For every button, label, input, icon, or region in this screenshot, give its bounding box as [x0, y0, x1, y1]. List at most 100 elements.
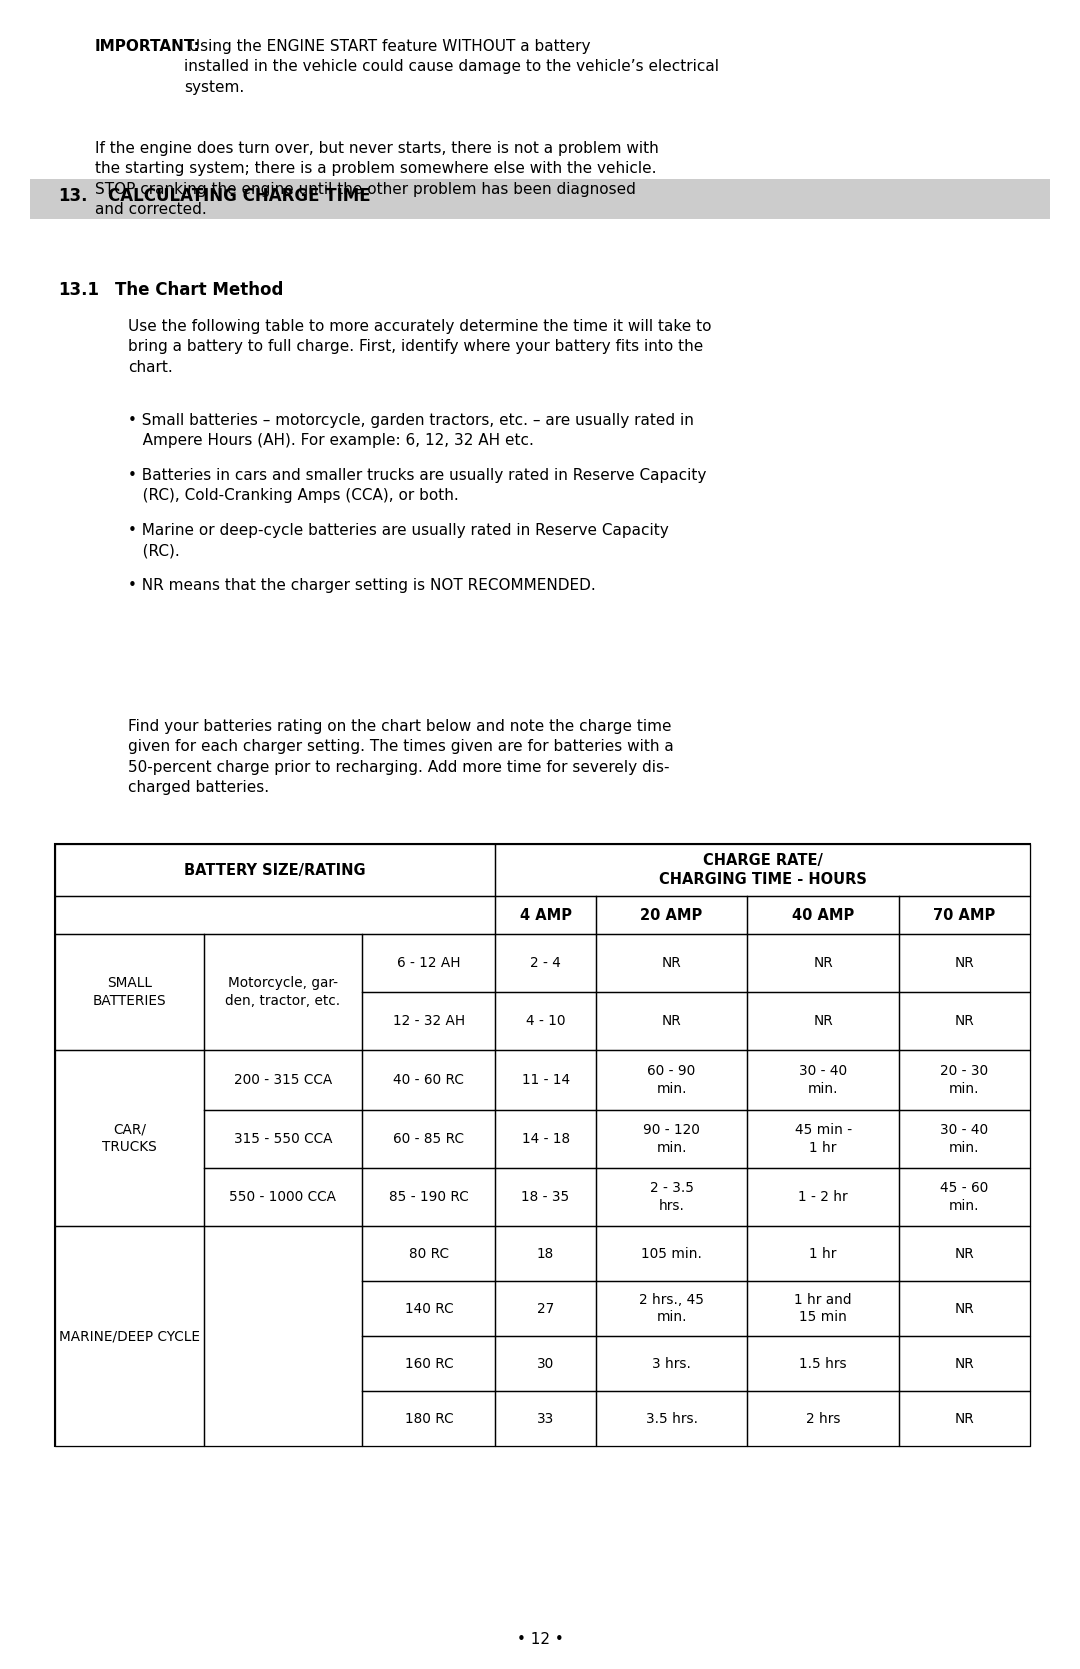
Text: • Batteries in cars and smaller trucks are usually rated in Reserve Capacity
   : • Batteries in cars and smaller trucks a…: [129, 467, 706, 504]
Bar: [55, 1050, 203, 1227]
Text: 1.5 hrs: 1.5 hrs: [799, 1357, 847, 1370]
Bar: [203, 1110, 362, 1168]
Text: 20 AMP: 20 AMP: [640, 908, 703, 923]
Bar: [203, 1050, 362, 1110]
Text: 27: 27: [537, 1302, 554, 1315]
Text: 85 - 190 RC: 85 - 190 RC: [389, 1190, 469, 1203]
Bar: [55, 845, 1030, 1445]
Text: 140 RC: 140 RC: [405, 1302, 454, 1315]
Text: NR: NR: [955, 1015, 974, 1028]
Text: 1 hr: 1 hr: [809, 1247, 837, 1260]
Text: 4 AMP: 4 AMP: [519, 908, 571, 923]
Text: IMPORTANT:: IMPORTANT:: [95, 38, 201, 53]
Bar: [596, 1168, 747, 1227]
Bar: [747, 1168, 899, 1227]
Text: 30 - 40
min.: 30 - 40 min.: [941, 1123, 988, 1155]
Bar: [362, 1282, 496, 1335]
Text: CHARGE RATE/
CHARGING TIME - HOURS: CHARGE RATE/ CHARGING TIME - HOURS: [659, 853, 866, 888]
Text: 4 - 10: 4 - 10: [526, 1015, 565, 1028]
Text: NR: NR: [955, 1412, 974, 1425]
Text: • NR means that the charger setting is NOT RECOMMENDED.: • NR means that the charger setting is N…: [129, 577, 596, 592]
Text: NR: NR: [813, 956, 833, 970]
Text: If the engine does turn over, but never starts, there is not a problem with
the : If the engine does turn over, but never …: [95, 140, 659, 217]
Bar: [496, 991, 596, 1050]
Bar: [899, 1110, 1030, 1168]
Text: 315 - 550 CCA: 315 - 550 CCA: [233, 1132, 333, 1147]
Text: 13.: 13.: [58, 187, 87, 205]
Text: 45 min -
1 hr: 45 min - 1 hr: [795, 1123, 852, 1155]
Text: Motorcycle, gar-
den, tractor, etc.: Motorcycle, gar- den, tractor, etc.: [226, 976, 340, 1008]
Text: 2 - 3.5
hrs.: 2 - 3.5 hrs.: [649, 1182, 693, 1213]
Bar: [362, 1168, 496, 1227]
Bar: [747, 1282, 899, 1335]
Bar: [899, 1390, 1030, 1445]
Bar: [496, 1168, 596, 1227]
Text: 45 - 60
min.: 45 - 60 min.: [941, 1182, 988, 1213]
Bar: [55, 935, 203, 1050]
Bar: [596, 1110, 747, 1168]
Text: 18: 18: [537, 1247, 554, 1260]
Bar: [899, 1227, 1030, 1282]
Bar: [899, 935, 1030, 991]
Bar: [747, 1050, 899, 1110]
Bar: [596, 1227, 747, 1282]
Bar: [203, 1168, 362, 1227]
Bar: [596, 1335, 747, 1390]
Text: 70 AMP: 70 AMP: [933, 908, 996, 923]
Bar: [496, 845, 1030, 896]
Text: 1 - 2 hr: 1 - 2 hr: [798, 1190, 848, 1203]
Bar: [596, 1390, 747, 1445]
Bar: [362, 1335, 496, 1390]
Text: MARINE/DEEP CYCLE: MARINE/DEEP CYCLE: [58, 1329, 200, 1344]
Bar: [362, 1110, 496, 1168]
Text: 90 - 120
min.: 90 - 120 min.: [643, 1123, 700, 1155]
Bar: [747, 1227, 899, 1282]
Bar: [496, 1050, 596, 1110]
Bar: [899, 1050, 1030, 1110]
Bar: [899, 896, 1030, 935]
Text: NR: NR: [955, 1357, 974, 1370]
Text: 105 min.: 105 min.: [642, 1247, 702, 1260]
Bar: [596, 896, 747, 935]
Text: SMALL
BATTERIES: SMALL BATTERIES: [93, 976, 166, 1008]
Text: • Marine or deep-cycle batteries are usually rated in Reserve Capacity
   (RC).: • Marine or deep-cycle batteries are usu…: [129, 522, 669, 559]
Bar: [747, 935, 899, 991]
Bar: [203, 935, 362, 1050]
Text: 160 RC: 160 RC: [405, 1357, 454, 1370]
Bar: [747, 991, 899, 1050]
Bar: [747, 1110, 899, 1168]
Text: 2 - 4: 2 - 4: [530, 956, 561, 970]
Bar: [899, 1282, 1030, 1335]
Bar: [496, 896, 596, 935]
Text: NR: NR: [955, 1247, 974, 1260]
Text: 6 - 12 AH: 6 - 12 AH: [397, 956, 460, 970]
Bar: [899, 1335, 1030, 1390]
Text: 80 RC: 80 RC: [409, 1247, 449, 1260]
Text: BATTERY SIZE/RATING: BATTERY SIZE/RATING: [185, 863, 366, 878]
Text: 40 - 60 RC: 40 - 60 RC: [393, 1073, 464, 1087]
Text: • Small batteries – motorcycle, garden tractors, etc. – are usually rated in
   : • Small batteries – motorcycle, garden t…: [129, 412, 693, 449]
Text: Use the following table to more accurately determine the time it will take to
br: Use the following table to more accurate…: [129, 319, 712, 376]
Text: 3 hrs.: 3 hrs.: [652, 1357, 691, 1370]
Bar: [496, 1282, 596, 1335]
Bar: [747, 1335, 899, 1390]
Bar: [596, 935, 747, 991]
Text: 3.5 hrs.: 3.5 hrs.: [646, 1412, 698, 1425]
Bar: [496, 1390, 596, 1445]
Bar: [362, 935, 496, 991]
Text: 200 - 315 CCA: 200 - 315 CCA: [233, 1073, 332, 1087]
Text: 11 - 14: 11 - 14: [522, 1073, 569, 1087]
Text: CALCULATING CHARGE TIME: CALCULATING CHARGE TIME: [108, 187, 370, 205]
Bar: [496, 1110, 596, 1168]
Bar: [747, 896, 899, 935]
Bar: [747, 1390, 899, 1445]
Text: 12 - 32 AH: 12 - 32 AH: [393, 1015, 464, 1028]
Bar: [899, 1168, 1030, 1227]
Text: 14 - 18: 14 - 18: [522, 1132, 569, 1147]
Bar: [596, 1050, 747, 1110]
Bar: [496, 935, 596, 991]
Text: 2 hrs: 2 hrs: [806, 1412, 840, 1425]
Text: 60 - 85 RC: 60 - 85 RC: [393, 1132, 464, 1147]
Text: 40 AMP: 40 AMP: [792, 908, 854, 923]
Bar: [362, 1227, 496, 1282]
